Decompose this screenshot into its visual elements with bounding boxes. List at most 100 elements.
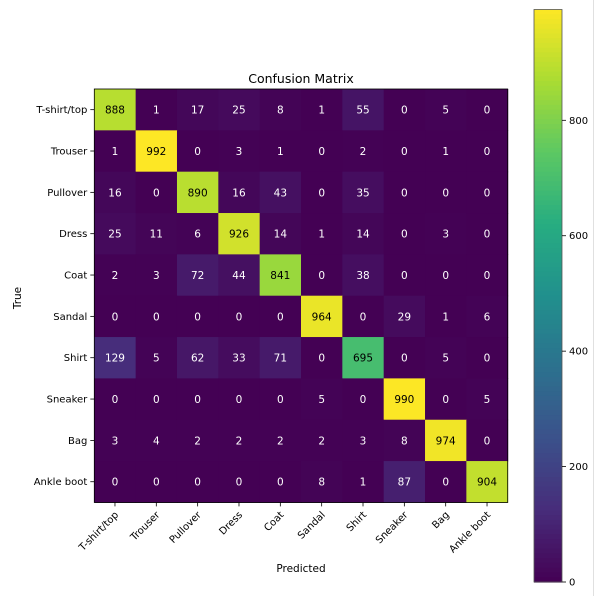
- cell-value-label: 0: [318, 353, 325, 365]
- x-tick-label: Sandal: [296, 510, 328, 542]
- colorbar-segment: [534, 362, 562, 368]
- colorbar-segment: [534, 314, 562, 321]
- heatmap-cell: [383, 419, 426, 462]
- heatmap-cell: [218, 378, 261, 421]
- heatmap-cell: [135, 171, 178, 214]
- heatmap-cell: [425, 337, 467, 379]
- cell-value-label: 3: [442, 229, 449, 241]
- cell-value-label: 992: [146, 146, 166, 158]
- colorbar-segment: [534, 415, 562, 421]
- cell-value-label: 16: [232, 187, 246, 199]
- heatmap-cell: [218, 89, 261, 131]
- colorbar-segment: [534, 405, 562, 411]
- colorbar-segment: [534, 38, 562, 44]
- colorbar-segment: [534, 85, 562, 92]
- heatmap-cell: [176, 378, 219, 421]
- colorbar-segment: [534, 147, 562, 154]
- heatmap-cell: [94, 171, 137, 214]
- colorbar-tick-label: 800: [569, 116, 588, 127]
- x-tick-label: T-shirt/top: [77, 510, 121, 554]
- cell-value-label: 5: [442, 353, 449, 365]
- cell-value-label: 0: [442, 477, 449, 489]
- colorbar-segment: [534, 376, 562, 383]
- x-ticks: T-shirt/top Trouser Pullover Dress Coat Sanda…: [77, 502, 493, 555]
- cell-value-label: 43: [274, 187, 287, 199]
- cell-value-label: 1: [153, 105, 160, 117]
- y-tick-label: Shirt: [64, 353, 88, 364]
- colorbar-segment: [534, 338, 562, 345]
- cell-value-label: 0: [153, 477, 160, 489]
- cell-value-label: 0: [112, 394, 119, 406]
- cell-value-label: 8: [318, 477, 325, 489]
- heatmap-cell: [383, 171, 426, 214]
- heatmap-cell: [94, 419, 137, 462]
- cell-value-label: 0: [236, 394, 243, 406]
- cell-value-label: 72: [191, 270, 204, 282]
- heatmap-cell: [259, 337, 302, 379]
- colorbar-segment: [534, 491, 562, 497]
- heatmap-cell: [425, 419, 467, 462]
- colorbar-segment: [534, 300, 562, 306]
- colorbar-segment: [534, 238, 562, 244]
- colorbar-segment: [534, 42, 562, 49]
- colorbar-segment: [534, 457, 562, 464]
- colorbar-segment: [534, 558, 562, 564]
- heatmap-cell: [135, 295, 178, 338]
- colorbar-segment: [534, 381, 562, 387]
- heatmap-cell: [342, 89, 385, 131]
- colorbar-segment: [534, 400, 562, 407]
- heatmap-cell: [342, 461, 385, 503]
- colorbar-segment: [534, 81, 562, 87]
- colorbar-segment: [534, 186, 562, 192]
- cell-value-label: 87: [398, 477, 411, 489]
- colorbar-segment: [534, 276, 562, 283]
- heatmap-cell: [94, 378, 137, 421]
- cell-value-label: 1: [442, 311, 449, 323]
- heatmap-cell: [383, 378, 426, 421]
- heatmap-cell: [466, 171, 509, 214]
- cell-value-label: 62: [191, 353, 204, 365]
- heatmap-cell: [135, 254, 178, 297]
- colorbar-segment: [534, 195, 562, 201]
- cell-value-label: 5: [318, 394, 325, 406]
- colorbar-segment: [534, 205, 562, 211]
- cell-value-label: 129: [105, 353, 125, 365]
- cell-value-label: 0: [401, 353, 408, 365]
- heatmap-cell: [301, 337, 343, 379]
- colorbar-segment: [534, 329, 562, 335]
- cell-value-label: 0: [277, 311, 284, 323]
- cell-value-label: 14: [274, 229, 288, 241]
- cell-value-label: 0: [484, 270, 491, 282]
- heatmap-cell: [301, 461, 343, 503]
- cell-value-label: 964: [312, 311, 332, 323]
- colorbar-segment: [534, 190, 562, 197]
- cell-value-label: 1: [360, 477, 367, 489]
- y-tick-label: Ankle boot: [34, 477, 88, 488]
- colorbar-segment: [534, 453, 562, 459]
- colorbar-segment: [534, 410, 562, 416]
- cell-value-label: 0: [442, 187, 449, 199]
- colorbar-segment: [534, 262, 562, 268]
- colorbar-segment: [534, 224, 562, 230]
- colorbar-segment: [534, 290, 562, 297]
- cell-value-label: 2: [236, 435, 243, 447]
- chart-title: Confusion Matrix: [248, 71, 354, 86]
- heatmap-cell: [342, 378, 385, 421]
- colorbar-segment: [534, 90, 562, 96]
- heatmap-cell: [383, 461, 426, 503]
- colorbar-segment: [534, 524, 562, 531]
- colorbar-segment: [534, 243, 562, 249]
- colorbar-segment: [534, 305, 562, 311]
- colorbar-segment: [534, 486, 562, 492]
- heatmap-cell: [135, 130, 178, 173]
- colorbar-segment: [534, 391, 562, 397]
- cell-value-label: 695: [353, 353, 373, 365]
- heatmap-cell: [259, 295, 302, 338]
- colorbar-segment: [534, 462, 562, 469]
- cell-value-label: 5: [442, 105, 449, 117]
- x-tick-label: Trouser: [128, 509, 163, 544]
- cell-value-label: 6: [484, 311, 491, 323]
- colorbar-segment: [534, 162, 562, 168]
- colorbar-segment: [534, 434, 562, 440]
